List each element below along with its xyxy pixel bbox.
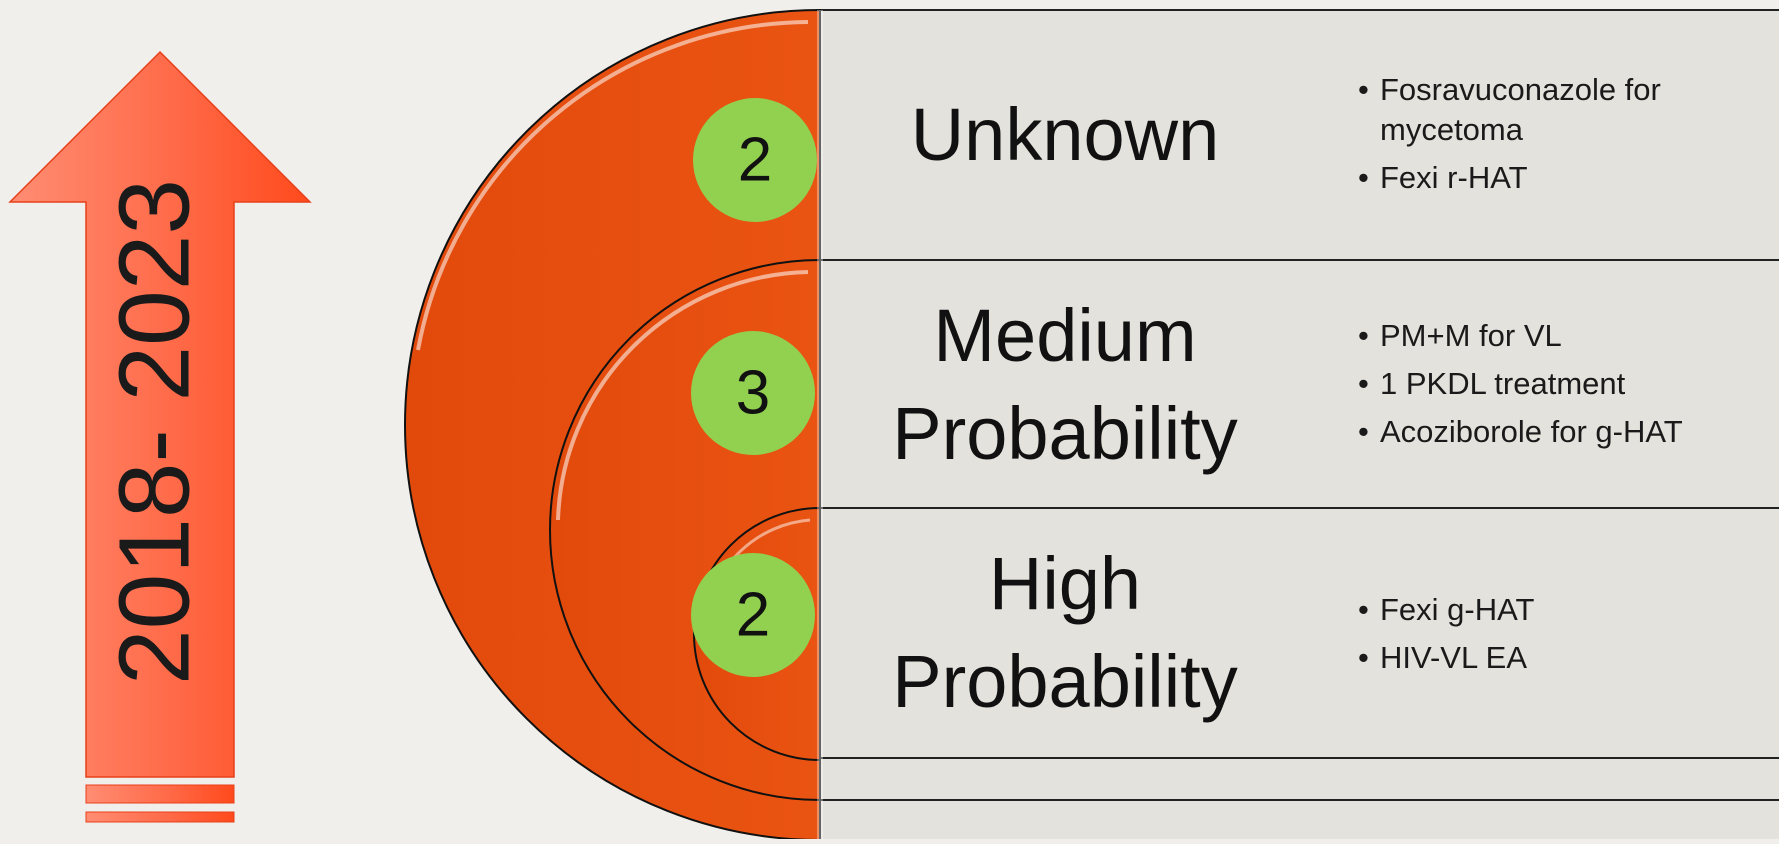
count-badge-high: 2 [691,553,815,677]
list-item: Fexi g-HAT [1358,590,1768,630]
row-label-line: Medium [933,294,1197,377]
list-item: PM+M for VL [1358,316,1768,356]
list-item: Fexi r-HAT [1358,158,1768,198]
list-item: Acoziborole for g-HAT [1358,412,1768,452]
period-label: 2018- 2023 [98,179,210,685]
panel-bottom-strip [819,757,1779,801]
count-badge-medium: 3 [691,331,815,455]
row-label-line: Probability [892,392,1238,475]
count-value: 3 [736,359,770,428]
panel-high [819,507,1779,759]
item-list-unknown: Fosravuconazole for mycetoma Fexi r-HAT [1358,70,1768,206]
item-list-medium: PM+M for VL 1 PKDL treatment Acoziborole… [1358,316,1768,460]
row-label-medium: Medium Probability [840,287,1290,483]
count-value: 2 [736,581,770,650]
row-label-line: Probability [892,640,1238,723]
row-panels [819,9,1779,844]
timeline-arrow: 2018- 2023 [8,50,312,823]
row-label-line: High [988,542,1142,625]
list-item: 1 PKDL treatment [1358,364,1768,404]
count-badge-unknown: 2 [693,98,817,222]
list-item: HIV-VL EA [1358,638,1768,678]
list-item: Fosravuconazole for mycetoma [1358,70,1768,150]
row-label-unknown: Unknown [840,86,1290,184]
panel-bottom-strip-2 [819,799,1779,844]
count-value: 2 [738,126,772,195]
row-label-high: High Probability [840,535,1290,731]
row-label-line: Unknown [910,93,1220,176]
item-list-high: Fexi g-HAT HIV-VL EA [1358,590,1768,686]
